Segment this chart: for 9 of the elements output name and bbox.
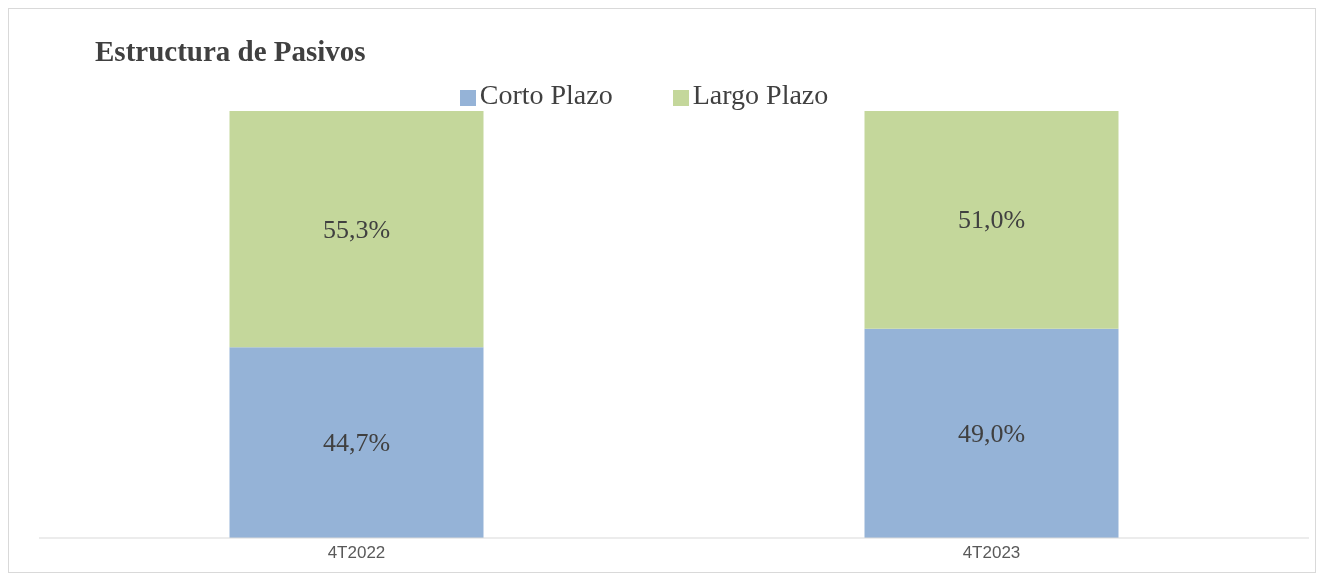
chart-title: Estructura de Pasivos — [95, 35, 366, 68]
x-tick-label: 4T2022 — [327, 543, 386, 563]
data-label: 49,0% — [957, 418, 1026, 448]
data-label: 51,0% — [957, 205, 1026, 235]
x-tick-label: 4T2023 — [962, 543, 1021, 563]
data-label: 44,7% — [322, 428, 391, 458]
data-label: 55,3% — [322, 214, 391, 244]
legend-label: Corto Plazo — [479, 79, 613, 110]
legend-label: Largo Plazo — [692, 79, 829, 110]
